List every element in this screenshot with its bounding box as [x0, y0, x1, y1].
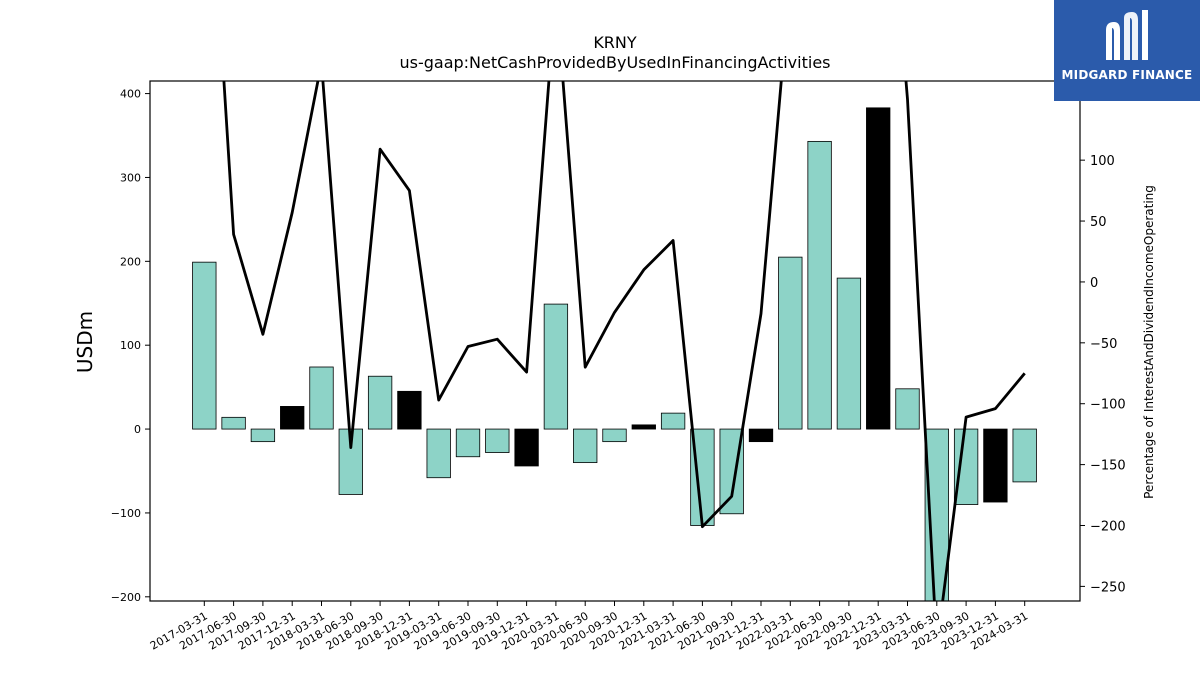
bar-2019-09-30: [485, 428, 510, 453]
chart-title: KRNY: [593, 33, 637, 52]
y-tick-label-left: −200: [111, 591, 141, 604]
bar-2017-03-31: [192, 261, 217, 430]
y-tick-label-right: 0: [1090, 276, 1098, 291]
bar-2019-12-31: [514, 428, 539, 467]
y-tick-label-right: −50: [1090, 337, 1117, 352]
bar-2017-09-30: [250, 428, 276, 443]
bar-2022-12-31: [866, 107, 891, 430]
bar-2019-03-31: [426, 428, 451, 479]
bars-group: [192, 107, 1037, 601]
bar-2022-06-30: [807, 140, 832, 430]
y-tick-label-left: −100: [111, 507, 141, 520]
y-tick-label-left: 0: [134, 423, 141, 436]
bar-2020-03-31: [543, 303, 569, 430]
line-group: [222, 81, 1026, 601]
bar-2019-06-30: [455, 428, 481, 458]
y-tick-label-left: 200: [120, 255, 141, 268]
line-series: [222, 81, 1026, 601]
y-tick-label-left: 300: [120, 171, 141, 184]
bar-2020-09-30: [602, 428, 627, 443]
bar-2021-09-30: [719, 428, 744, 515]
y-axis-label-right: Percentage of InterestAndDividendIncomeO…: [1142, 185, 1156, 499]
y-tick-label-right: −250: [1090, 580, 1126, 595]
bar-2022-03-31: [778, 256, 803, 430]
bar-2022-09-30: [836, 277, 862, 430]
bar-2023-12-31: [983, 428, 1008, 503]
bar-2018-06-30: [338, 428, 363, 495]
logo-text: MIDGARD FINANCE: [1061, 68, 1193, 82]
bar-2023-03-31: [895, 388, 920, 430]
bar-2023-09-30: [953, 428, 979, 505]
bar-2021-12-31: [748, 428, 774, 443]
bar-2017-12-31: [280, 406, 305, 430]
bar-2020-12-31: [631, 424, 656, 430]
bar-2021-03-31: [660, 412, 686, 430]
bar-2018-12-31: [397, 390, 422, 430]
midgard-m-icon: [1106, 10, 1148, 60]
bar-2024-03-31: [1012, 428, 1037, 483]
y-tick-label-right: 100: [1090, 154, 1115, 169]
bar-2018-09-30: [367, 375, 393, 430]
y-tick-label-right: −200: [1090, 519, 1126, 534]
y-axis-label-left: USDm: [73, 311, 97, 373]
y-tick-label-left: 100: [120, 339, 141, 352]
axes-group: −200 −100 0 100 200 300 400 −250 −200 −150 −100 −50…: [111, 88, 1126, 653]
bar-2017-06-30: [221, 416, 246, 430]
y-tick-label-right: −100: [1090, 398, 1126, 413]
bar-2020-06-30: [573, 428, 598, 464]
midgard-finance-logo: MIDGARD FINANCE: [1054, 0, 1200, 101]
y-tick-label-right: 50: [1090, 215, 1107, 230]
y-tick-label-right: −150: [1090, 459, 1126, 474]
y-tick-label-left: 400: [120, 88, 141, 101]
chart-subtitle: us-gaap:NetCashProvidedByUsedInFinancing…: [399, 53, 830, 72]
bar-2018-03-31: [309, 366, 334, 430]
